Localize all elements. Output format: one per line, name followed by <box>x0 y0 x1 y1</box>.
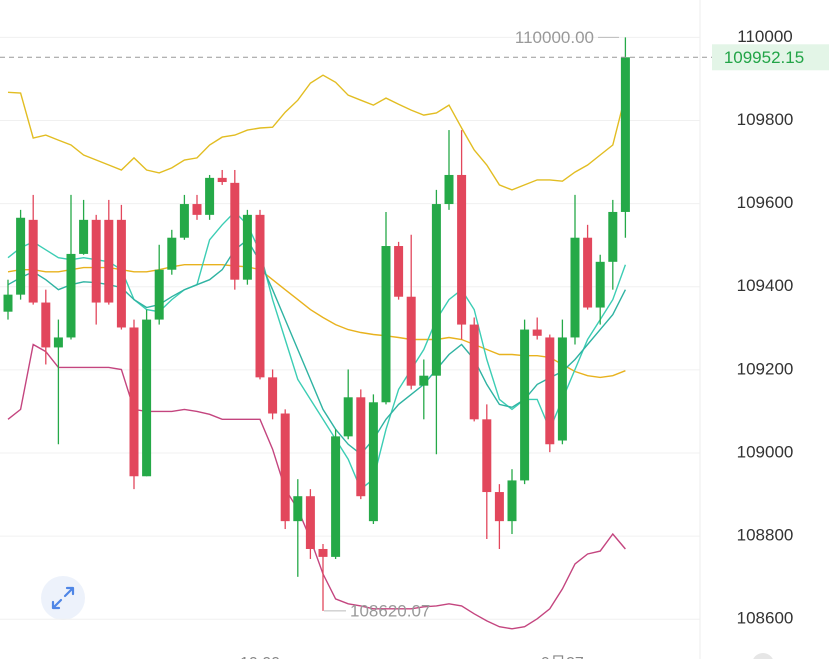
candle-body <box>66 253 76 338</box>
candle-body <box>595 261 605 308</box>
candle-body <box>570 237 580 338</box>
candle-body <box>469 324 479 420</box>
y-tick-label: 108800 <box>737 526 794 545</box>
candle-body <box>3 294 13 312</box>
y-tick-label: 110000 <box>737 27 792 46</box>
candle-body <box>457 174 467 325</box>
candle-body <box>205 177 215 215</box>
expand-icon[interactable] <box>51 586 75 610</box>
scroll-indicator <box>753 653 773 659</box>
y-tick-label: 109200 <box>737 359 794 378</box>
candle-body <box>16 217 26 295</box>
candle-body <box>520 329 530 481</box>
candle-body <box>494 492 504 522</box>
candle-body <box>331 436 341 557</box>
candles <box>3 37 630 611</box>
indicator-line <box>7 343 626 630</box>
y-tick-label: 109800 <box>737 110 794 129</box>
candle-body <box>255 214 265 378</box>
candle-body <box>368 402 378 522</box>
candle-body <box>394 246 404 297</box>
candle-body <box>419 375 429 386</box>
candle-body <box>545 337 555 445</box>
candle-body <box>583 237 593 308</box>
low-marker-label: 108620.07 <box>350 601 430 620</box>
candle-body <box>242 214 252 280</box>
last-price-box <box>712 44 829 71</box>
candle-body <box>230 182 240 280</box>
candle-body <box>217 177 227 183</box>
candle-body <box>129 327 139 477</box>
candle-body <box>318 548 328 557</box>
y-tick-label: 109600 <box>737 193 794 212</box>
candle-body <box>79 219 89 254</box>
y-tick-label: 109000 <box>737 442 794 461</box>
candle-body <box>142 319 152 477</box>
y-tick-label: 109400 <box>737 276 794 295</box>
candle-body <box>532 329 542 336</box>
y-tick-label: 108600 <box>737 609 794 628</box>
candle-body <box>431 204 441 376</box>
candle-body <box>620 57 630 212</box>
candle-body <box>179 204 189 238</box>
expand-button-bg[interactable] <box>41 576 85 620</box>
x-tick-label: 9月27 <box>541 655 584 659</box>
candle-body <box>406 296 416 386</box>
last-price-label: 109952.15 <box>724 48 804 67</box>
candle-body <box>356 397 366 497</box>
x-tick-label: 10:00 <box>240 655 280 659</box>
candle-body <box>381 246 391 403</box>
candle-body <box>268 377 278 414</box>
candle-body <box>280 413 290 522</box>
candle-body <box>167 237 177 270</box>
candle-body <box>192 204 202 215</box>
candle-body <box>116 219 126 328</box>
candle-body <box>41 302 51 348</box>
candle-body <box>154 269 164 320</box>
candle-body <box>53 337 63 348</box>
candle-body <box>507 480 517 522</box>
expand-button[interactable] <box>41 576 85 620</box>
indicator-line <box>7 74 627 191</box>
high-marker-label: 110000.00 <box>515 28 594 47</box>
candle-body <box>305 496 315 549</box>
candle-body <box>343 397 353 437</box>
candle-body <box>557 337 567 441</box>
candle-body <box>91 219 101 303</box>
candle-body <box>608 211 618 262</box>
candle-body <box>482 419 492 493</box>
candle-body <box>28 219 38 303</box>
candle-body <box>293 496 303 522</box>
candle-body <box>104 219 114 303</box>
candle-body <box>444 174 454 205</box>
